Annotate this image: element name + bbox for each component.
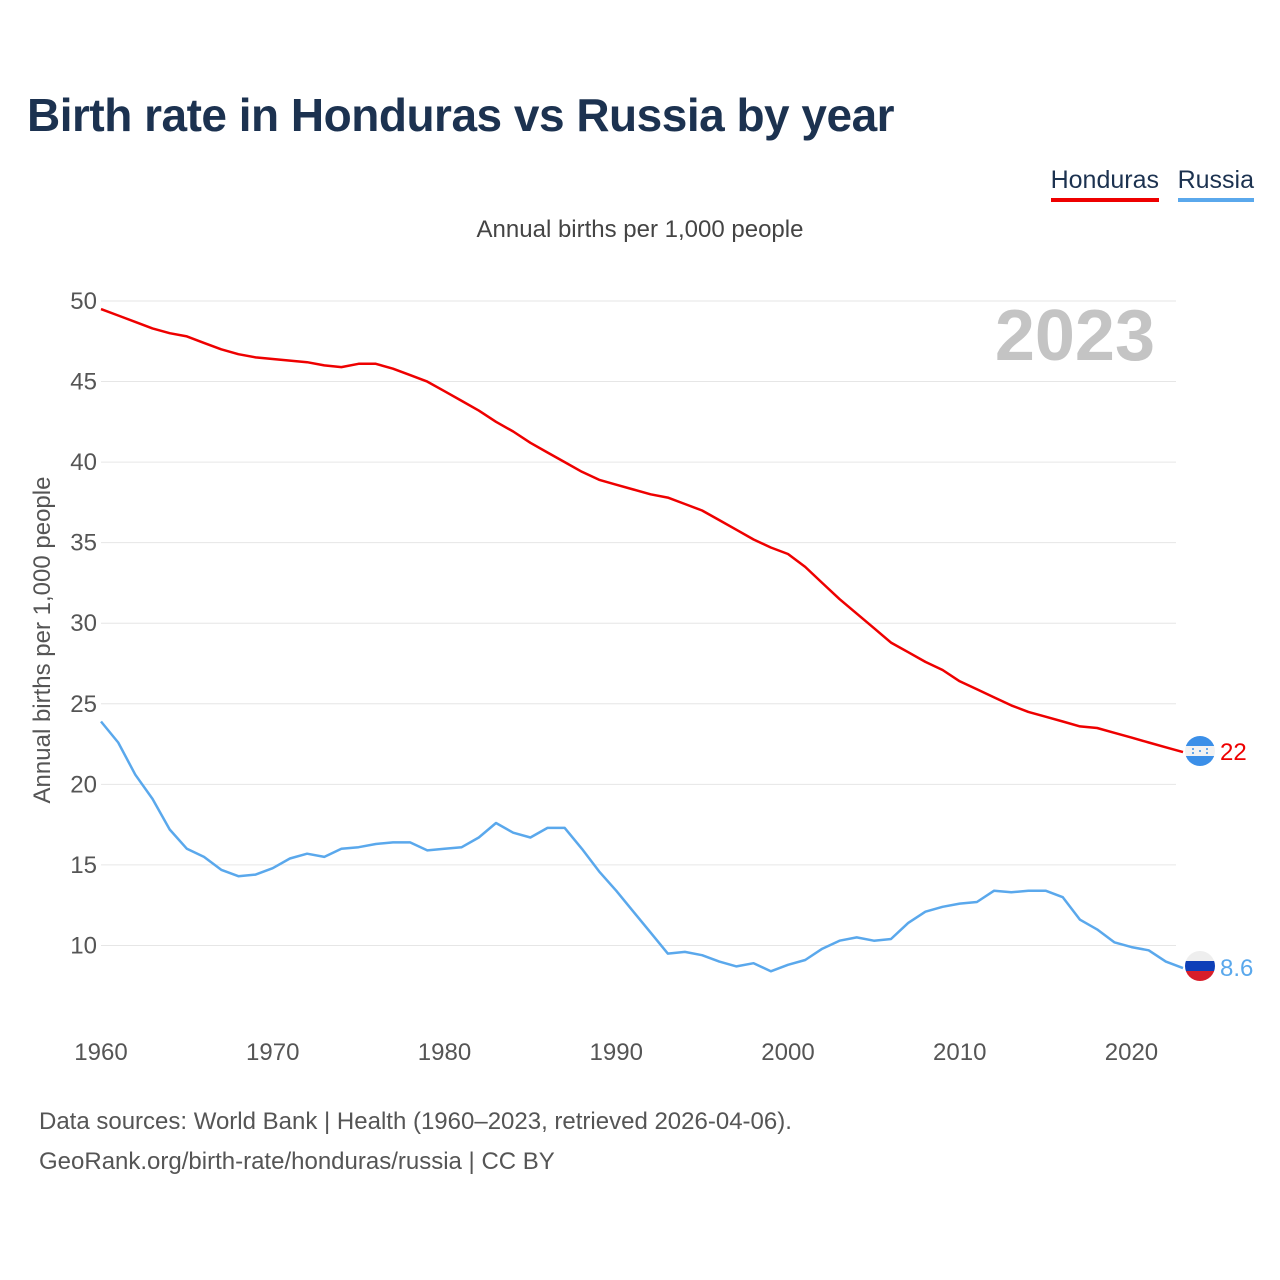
end-value-label-honduras: 22: [1220, 739, 1247, 766]
x-tick-label: 2000: [761, 1039, 814, 1066]
page-title: Birth rate in Honduras vs Russia by year: [27, 89, 895, 141]
x-tick-label: 1990: [590, 1039, 643, 1066]
source-line: Data sources: World Bank | Health (1960–…: [39, 1108, 792, 1135]
honduras-flag-icon: [1185, 736, 1215, 766]
legend-item-russia[interactable]: Russia: [1177, 166, 1254, 202]
x-tick-label: 1960: [74, 1039, 127, 1066]
attribution-line: GeoRank.org/birth-rate/honduras/russia |…: [39, 1148, 555, 1175]
chart-subtitle: Annual births per 1,000 people: [476, 216, 804, 243]
series-line-honduras[interactable]: [100, 307, 1184, 754]
x-tick-label: 1980: [418, 1039, 471, 1066]
y-tick-label: 35: [70, 530, 97, 557]
y-tick-label: 40: [70, 449, 97, 476]
series-line-russia[interactable]: [100, 720, 1184, 973]
year-watermark: 2023: [995, 296, 1155, 376]
y-tick-label: 25: [70, 691, 97, 718]
y-tick-label: 45: [70, 369, 97, 396]
russia-flag-icon: [1185, 951, 1215, 981]
y-tick-label: 10: [70, 932, 97, 959]
x-tick-label: 2020: [1105, 1039, 1158, 1066]
legend-item-honduras[interactable]: Honduras: [1050, 166, 1159, 202]
x-tick-label: 1970: [246, 1039, 299, 1066]
y-axis-label: Annual births per 1,000 people: [29, 477, 56, 804]
y-tick-label: 50: [70, 288, 97, 315]
y-tick-label: 20: [70, 771, 97, 798]
end-value-label-russia: 8.6: [1220, 955, 1253, 982]
x-tick-label: 2010: [933, 1039, 986, 1066]
y-tick-label: 30: [70, 610, 97, 637]
y-tick-label: 15: [70, 852, 97, 879]
